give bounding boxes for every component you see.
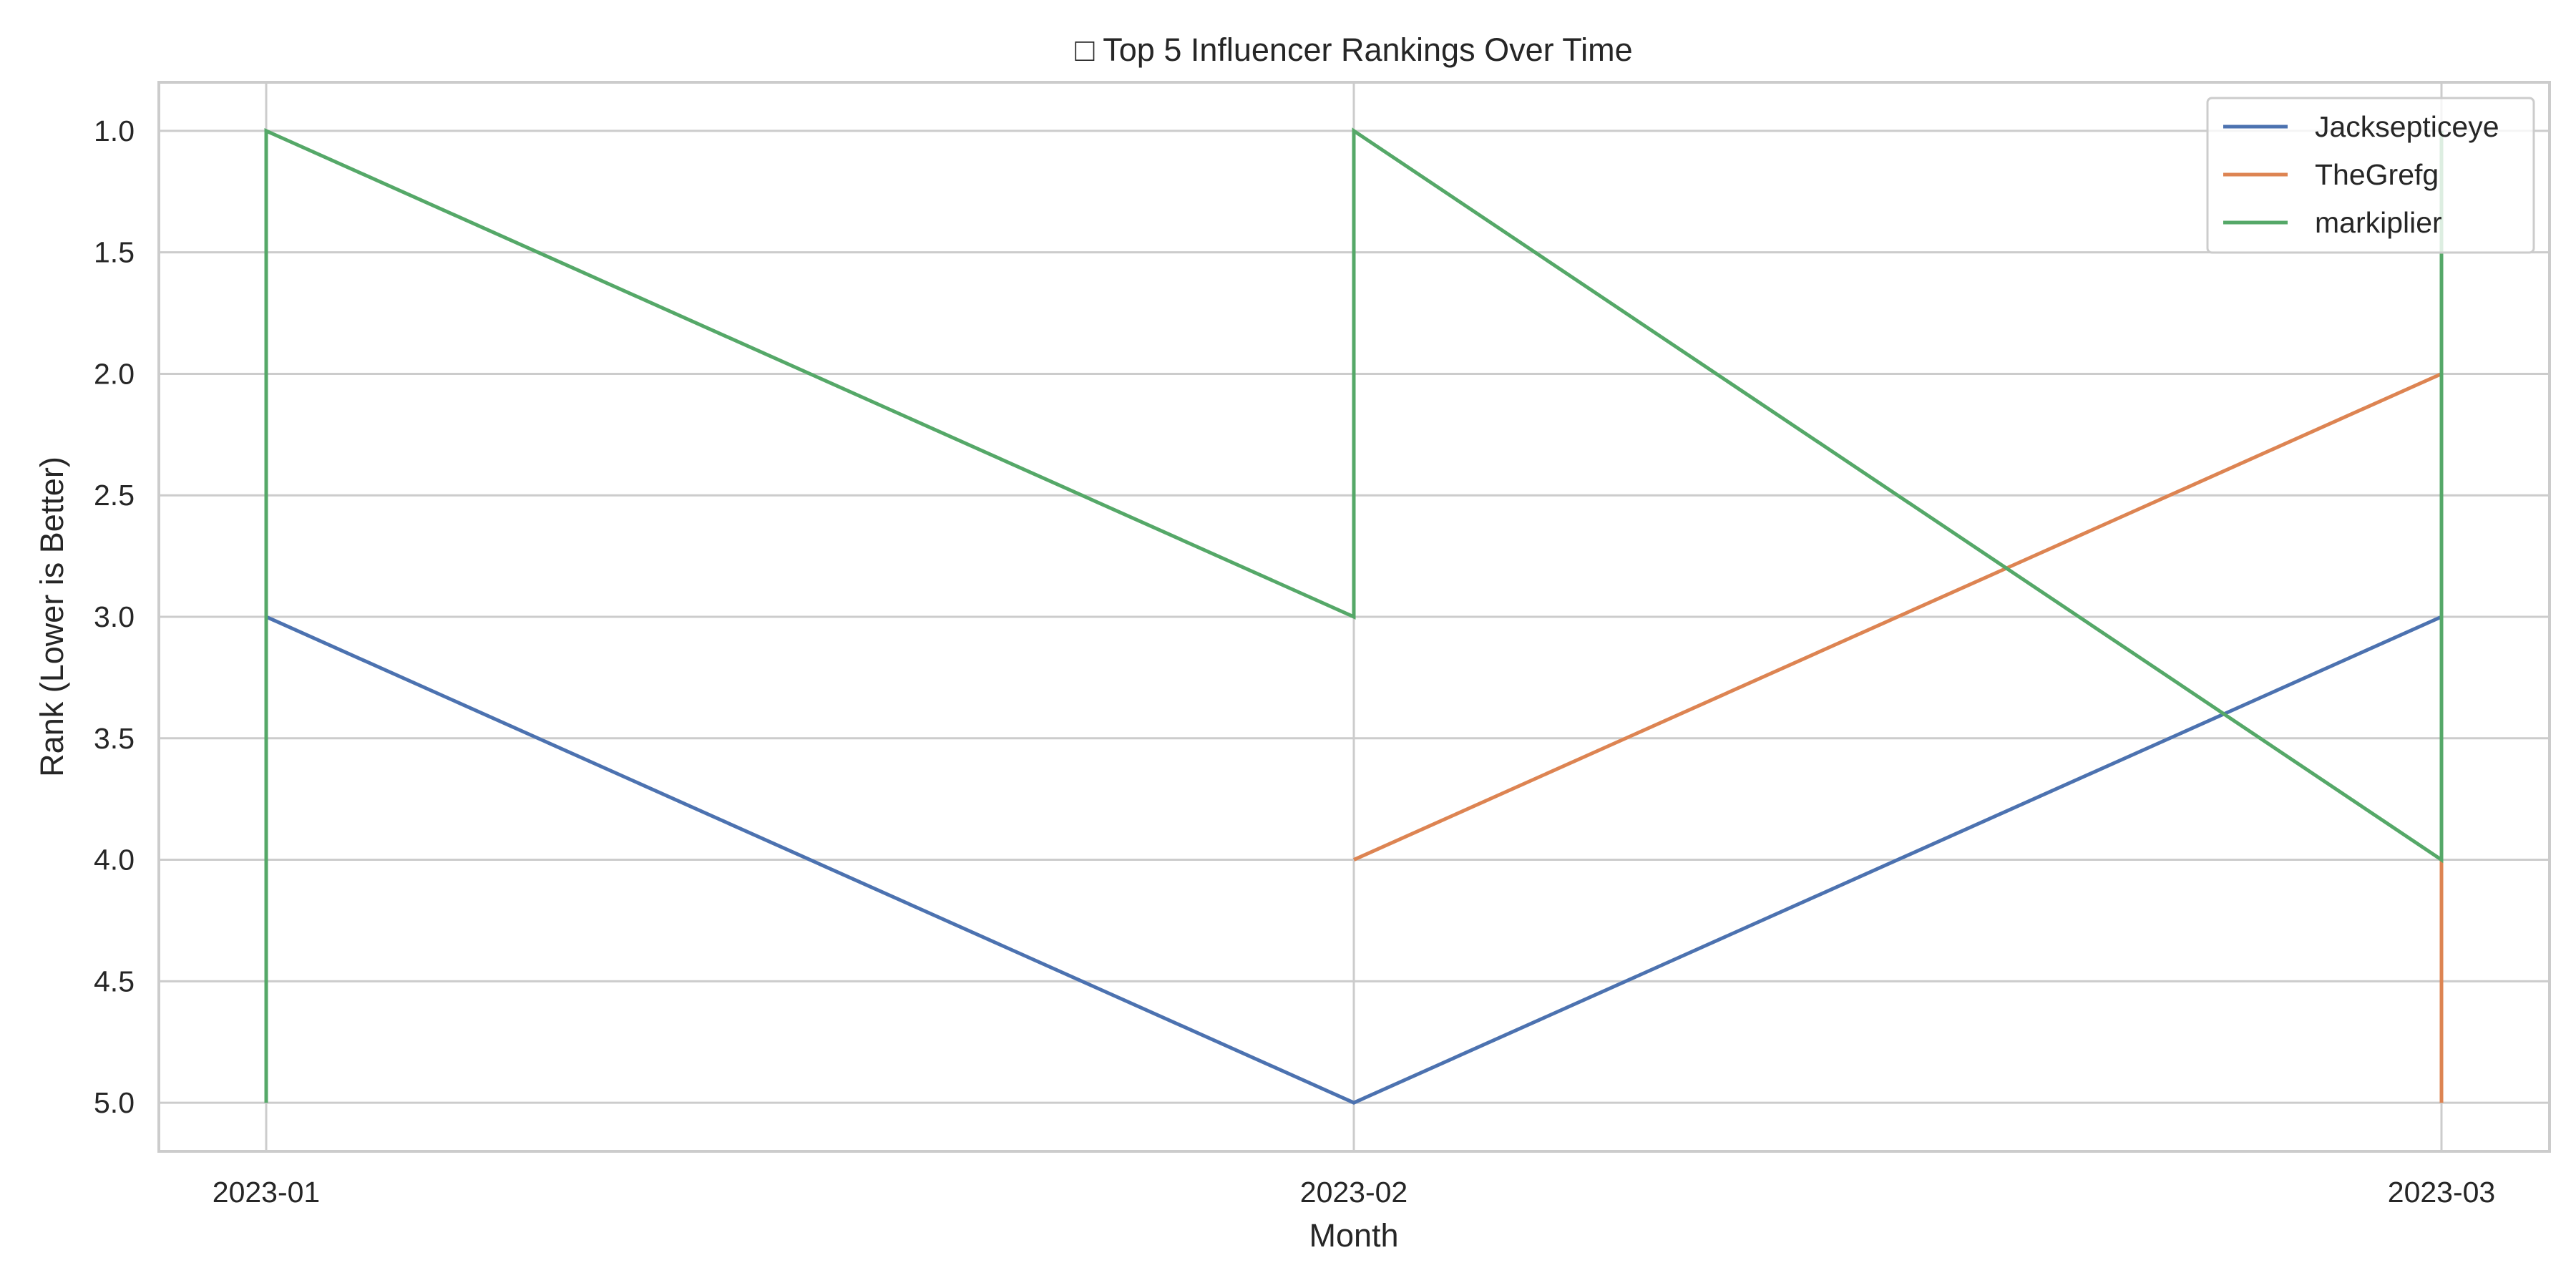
y-tick-label: 3.0 [94,600,135,633]
x-tick-label: 2023-03 [2388,1176,2495,1209]
y-tick-label: 1.5 [94,236,135,269]
y-tick-label: 2.5 [94,479,135,512]
x-tick-label: 2023-01 [213,1176,320,1209]
chart-title: □ Top 5 Influencer Rankings Over Time [1075,31,1632,68]
x-tick-label: 2023-02 [1300,1176,1407,1209]
y-axis: 1.0 1.5 2.0 2.5 3.0 3.5 4.0 4.5 5.0 [94,114,135,1119]
legend-label: Jacksepticeye [2315,110,2499,143]
legend-label: markiplier [2315,206,2442,239]
x-axis-label: Month [1309,1217,1398,1254]
y-tick-label: 3.5 [94,722,135,755]
legend: Jacksepticeye TheGrefg markiplier [2206,97,2535,254]
y-axis-label: Rank (Lower is Better) [34,457,70,777]
series-layer [264,127,2444,1105]
series-line-markiplier [264,127,2444,1103]
legend-box [2206,97,2535,254]
legend-label: TheGrefg [2315,158,2439,191]
y-tick-label: 2.0 [94,357,135,390]
x-axis: 2023-01 2023-02 2023-03 [213,1176,2495,1209]
y-tick-label: 5.0 [94,1086,135,1119]
plot-frame [157,81,2551,1153]
y-tick-label: 4.5 [94,965,135,997]
series-line-jacksepticeye [265,615,2443,1105]
y-tick-label: 1.0 [94,114,135,147]
y-tick-label: 4.0 [94,844,135,877]
